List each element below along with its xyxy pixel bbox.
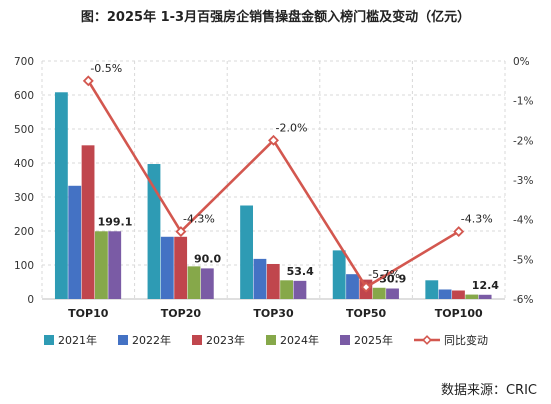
legend-label: 2022年 (132, 333, 171, 347)
bar (266, 263, 280, 299)
left-tick-label: 200 (14, 226, 34, 238)
bar (81, 145, 95, 299)
bar (68, 185, 82, 299)
legend-label: 同比变动 (444, 333, 488, 347)
left-tick-label: 100 (14, 260, 34, 272)
bar-data-label: 199.1 (98, 215, 133, 228)
right-tick-label: -2% (513, 135, 533, 147)
right-y-axis: 0% -1% -2% -3% -4% -5% -6% (513, 56, 533, 306)
bar (54, 92, 68, 299)
line-layer: -0.5% -4.3% -2.0% -5.7% -4.3% (82, 62, 493, 293)
left-tick-label: 400 (14, 158, 34, 170)
left-tick-label: 300 (14, 192, 34, 204)
bar (187, 266, 201, 299)
line-data-label: -4.3% (183, 213, 215, 226)
bar (108, 231, 122, 299)
bar (372, 287, 386, 299)
line-point (268, 134, 279, 146)
right-tick-label: -6% (513, 294, 533, 306)
bar-data-label: 90.0 (194, 252, 221, 265)
bar (147, 164, 161, 299)
legend-label: 2021年 (58, 333, 97, 347)
bar (478, 294, 492, 299)
bar (253, 258, 267, 299)
source-note: 数据来源：CRIC (440, 383, 537, 398)
category-label: TOP30 (253, 307, 294, 320)
line-data-label: -5.7% (368, 268, 400, 281)
bar (200, 268, 214, 299)
legend-line-marker (422, 335, 432, 345)
left-tick-label: 700 (14, 56, 34, 68)
legend-swatch (118, 335, 128, 345)
bar (438, 289, 452, 299)
line-data-label: -2.0% (276, 121, 308, 134)
bar (332, 250, 346, 299)
line-point (82, 75, 94, 87)
legend-swatch (266, 335, 276, 345)
category-label: TOP10 (68, 307, 109, 320)
bar (386, 288, 399, 299)
right-tick-label: 0% (513, 56, 530, 68)
left-tick-label: 500 (14, 124, 34, 136)
yoy-change-line (87, 80, 460, 289)
legend-swatch (340, 335, 350, 345)
category-label: TOP50 (346, 307, 387, 320)
legend-label: 2023年 (206, 333, 245, 347)
line-point (453, 226, 465, 238)
bar (346, 274, 359, 299)
legend-label: 2024年 (280, 333, 319, 347)
line-point (360, 281, 372, 293)
bars-layer: 199.190.053.430.9 12.4 (54, 92, 499, 299)
right-tick-label: -3% (513, 175, 533, 187)
bar (240, 205, 253, 299)
bar-data-label: 53.4 (287, 265, 314, 278)
left-y-axis: 0 100 200 300 400 500 600 700 (14, 56, 34, 306)
line-data-label: -0.5% (90, 62, 122, 75)
bar-data-label: 12.4 (472, 279, 499, 292)
bar (160, 236, 174, 299)
category-labels: TOP10 TOP20 TOP30 TOP50 TOP100 (68, 307, 483, 320)
left-tick-label: 600 (14, 90, 34, 102)
left-tick-label: 0 (27, 294, 34, 306)
category-label: TOP100 (435, 307, 483, 320)
category-label: TOP20 (161, 307, 202, 320)
bar (174, 236, 188, 299)
legend: 2021年 2022年 2023年 2024年 2025年 同比变动 (44, 333, 488, 347)
chart-title: 图：2025年 1-3月百强房企销售操盘金额入榜门槛及变动（亿元） (80, 10, 471, 25)
bar (94, 231, 108, 299)
legend-swatch (44, 335, 54, 345)
bar (465, 294, 479, 299)
right-tick-label: -4% (513, 215, 533, 227)
bar (293, 280, 307, 299)
right-tick-label: -5% (513, 254, 533, 266)
line-data-label: -4.3% (461, 213, 493, 226)
bar (452, 290, 465, 299)
right-tick-label: -1% (513, 96, 533, 108)
bar (425, 280, 439, 299)
bar (280, 280, 294, 299)
line-point (175, 226, 187, 238)
legend-swatch (192, 335, 202, 345)
legend-label: 2025年 (354, 333, 393, 347)
